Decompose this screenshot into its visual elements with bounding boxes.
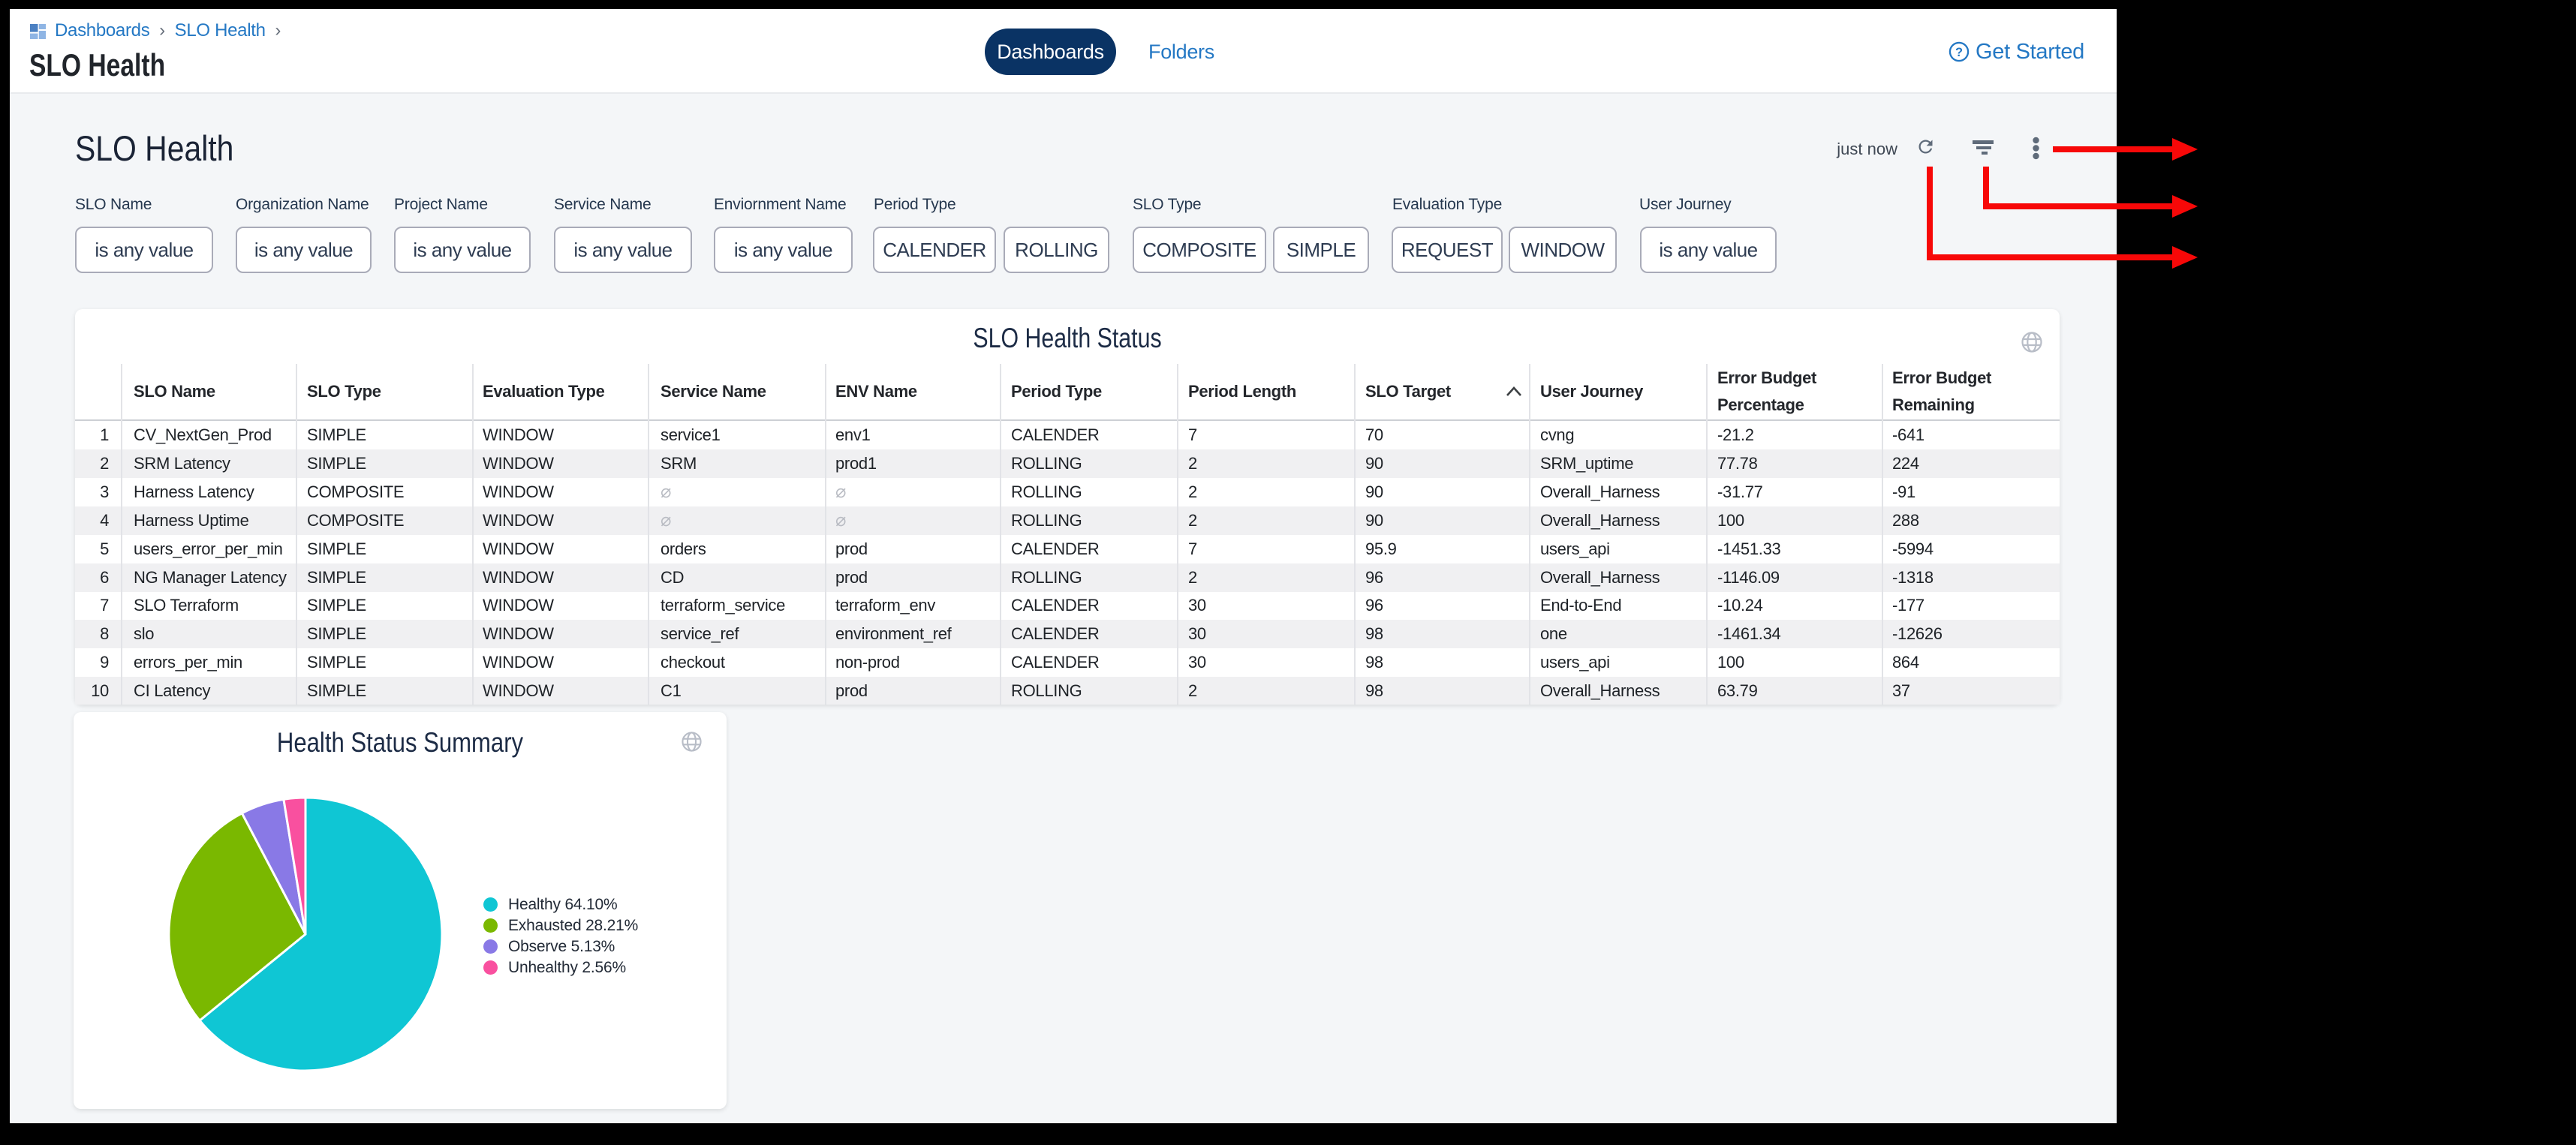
svg-text:?: ? [1955, 46, 1963, 59]
